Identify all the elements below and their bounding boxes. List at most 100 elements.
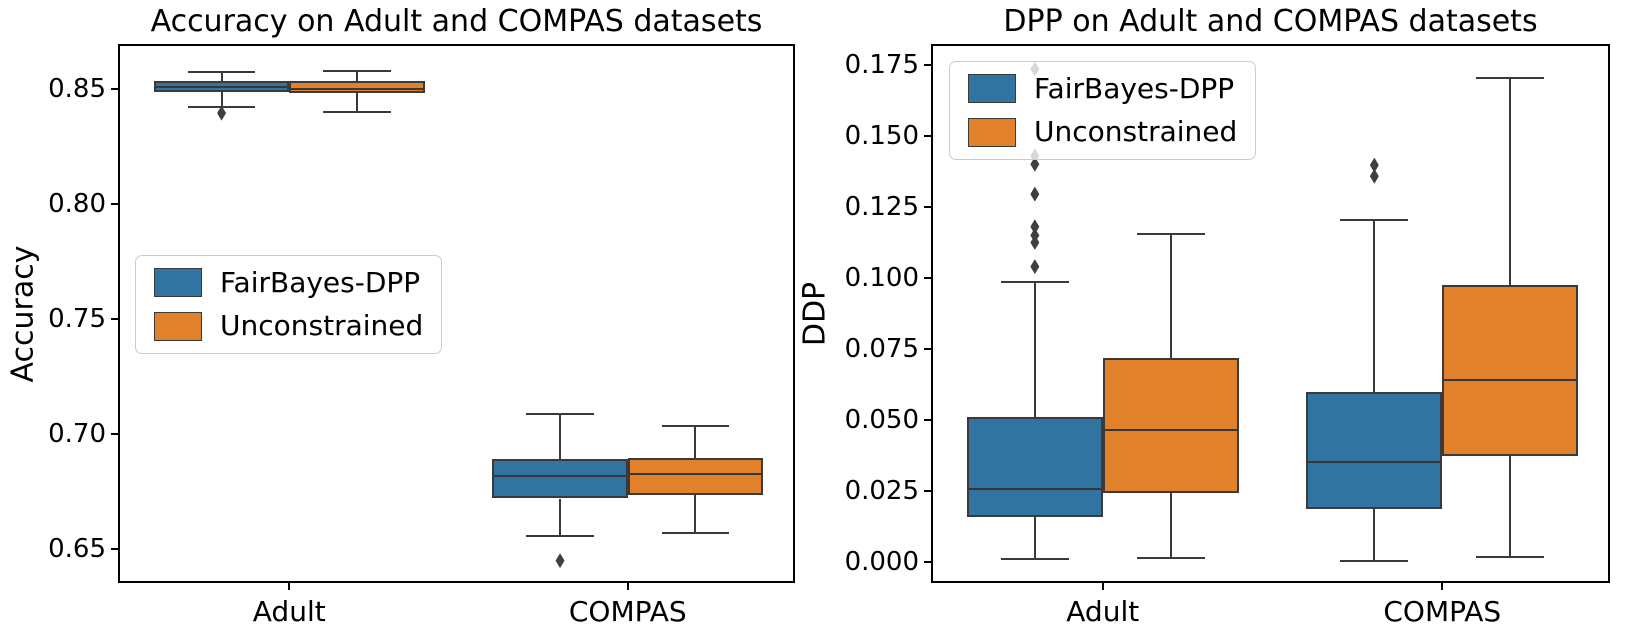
y-tick-mark <box>111 318 120 321</box>
y-tick-mark <box>924 561 933 564</box>
y-tick-mark <box>111 433 120 436</box>
box <box>1442 285 1579 457</box>
legend-label: Unconstrained <box>220 309 424 343</box>
whisker-cap <box>1476 555 1545 558</box>
y-tick-label: 0.100 <box>844 262 919 293</box>
whisker-cap <box>1340 559 1409 562</box>
whisker-cap <box>1000 558 1069 561</box>
whisker <box>1033 282 1036 418</box>
outlier-diamond <box>1369 157 1379 173</box>
ddp-plot: DPP on Adult and COMPAS datasets DDP 0.0… <box>798 4 1610 628</box>
plot-title: Accuracy on Adult and COMPAS datasets <box>150 4 763 39</box>
y-tick-mark <box>924 134 933 137</box>
outlier-diamond <box>1030 156 1040 172</box>
whisker <box>1509 77 1512 286</box>
legend-item: Unconstrained <box>968 115 1238 149</box>
median-line <box>1444 379 1577 382</box>
y-tick-label: 0.75 <box>48 304 106 335</box>
y-tick-mark <box>924 419 933 422</box>
legend-swatch <box>154 268 202 298</box>
accuracy-plot: Accuracy on Adult and COMPAS datasets Ac… <box>6 4 795 628</box>
whisker-cap <box>661 532 730 534</box>
whisker <box>1169 493 1172 558</box>
median-line <box>494 475 626 478</box>
y-tick-mark <box>924 205 933 208</box>
outlier-diamond <box>217 105 227 121</box>
legend-label: FairBayes-DPP <box>220 266 421 299</box>
whisker-cap <box>526 413 594 416</box>
median-line <box>291 87 423 90</box>
box <box>966 417 1103 517</box>
whisker-cap <box>187 70 256 73</box>
whisker <box>559 414 562 460</box>
plot-area: 0.65 0.70 0.75 0.80 0.85 Adult COMPAS FairBayes… <box>48 44 795 628</box>
whisker-cap <box>1340 218 1409 221</box>
y-tick-label: 0.175 <box>844 49 919 80</box>
x-tick-label: Adult <box>1066 595 1140 628</box>
y-axis-label: Accuracy <box>5 245 41 382</box>
median-line <box>155 86 288 89</box>
legend-swatch <box>968 117 1016 147</box>
whisker <box>1169 233 1172 359</box>
whisker <box>1509 456 1512 557</box>
y-tick-label: 0.025 <box>844 476 919 507</box>
whisker <box>1373 509 1376 561</box>
legend-item: FairBayes-DPP <box>968 74 1237 103</box>
median-line <box>629 473 762 476</box>
y-axis-label: DDP <box>797 281 833 346</box>
x-tick-mark <box>288 581 291 590</box>
whisker <box>220 71 223 82</box>
whisker-cap <box>1476 76 1545 79</box>
y-tick-mark <box>111 548 120 551</box>
outlier-diamond <box>1030 227 1040 243</box>
y-tick-label: 0.65 <box>48 534 106 565</box>
x-tick-label: COMPAS <box>1383 595 1502 628</box>
y-tick-label: 0.050 <box>844 405 919 436</box>
legend-swatch <box>968 74 1016 104</box>
x-tick-mark <box>626 581 629 590</box>
legend-swatch <box>154 311 202 341</box>
legend-item: Unconstrained <box>154 309 424 343</box>
whisker-cap <box>1136 232 1205 235</box>
y-tick-label: 0.150 <box>844 120 919 151</box>
y-tick-mark <box>111 88 120 91</box>
y-tick-mark <box>111 203 120 206</box>
y-tick-label: 0.000 <box>844 547 919 578</box>
whisker <box>1373 219 1376 392</box>
whisker-cap <box>1136 556 1205 559</box>
box <box>627 457 764 496</box>
outlier-diamond <box>1030 219 1040 235</box>
whisker <box>694 426 697 458</box>
box <box>1306 391 1443 510</box>
median-line <box>968 488 1101 491</box>
y-tick-label: 0.85 <box>48 74 106 105</box>
box <box>289 80 425 93</box>
legend-label: Unconstrained <box>1034 115 1238 149</box>
plot-area: 0.000 0.025 0.050 0.075 0.100 0.125 0.150 0.175… <box>845 44 1610 628</box>
outlier-diamond <box>1030 259 1040 275</box>
y-tick-label: 0.70 <box>48 419 106 450</box>
y-tick-mark <box>924 348 933 351</box>
y-tick-mark <box>924 276 933 279</box>
y-tick-mark <box>924 63 933 66</box>
plot-title: DPP on Adult and COMPAS datasets <box>1003 4 1538 39</box>
x-tick-label: Adult <box>252 595 326 628</box>
whisker <box>694 495 697 533</box>
y-tick-mark <box>924 490 933 493</box>
whisker <box>355 70 358 81</box>
legend-item: FairBayes-DPP <box>154 268 423 297</box>
whisker <box>355 92 358 113</box>
y-tick-label: 0.075 <box>844 334 919 365</box>
outlier-diamond <box>555 553 565 569</box>
y-tick-label: 0.80 <box>48 189 106 220</box>
whisker-cap <box>661 425 730 428</box>
box <box>492 459 628 499</box>
x-tick-label: COMPAS <box>568 595 687 628</box>
whisker-cap <box>1000 281 1069 284</box>
whisker <box>1033 516 1036 560</box>
legend: FairBayes-DPP Unconstrained <box>949 61 1257 160</box>
whisker-cap <box>323 69 391 72</box>
legend-label: FairBayes-DPP <box>1034 72 1235 105</box>
x-tick-mark <box>1101 581 1104 590</box>
